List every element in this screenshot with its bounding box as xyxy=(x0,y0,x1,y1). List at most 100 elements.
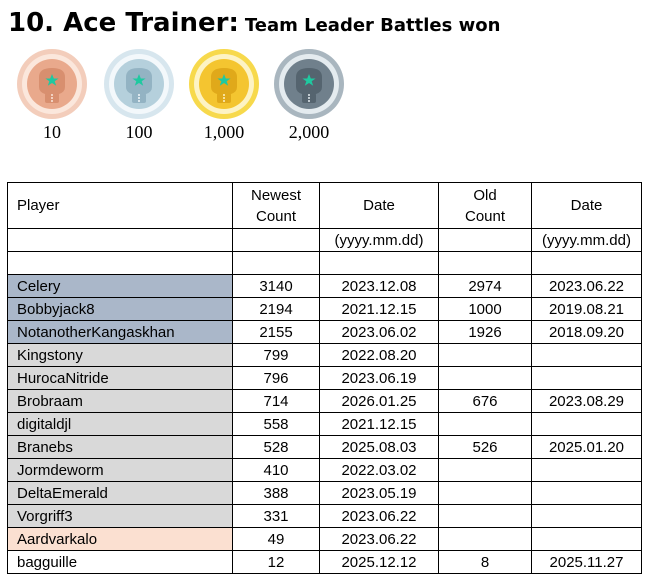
platinum-medal-icon xyxy=(273,48,345,120)
date-cell: 2023.06.19 xyxy=(319,366,439,390)
date-cell: 2023.06.22 xyxy=(319,504,439,528)
old-date-cell xyxy=(531,458,642,482)
table-row: bagguille 12 2025.12.12 8 2025.11.27 xyxy=(7,550,642,574)
old-date-cell xyxy=(531,504,642,528)
player-cell: HurocaNitride xyxy=(7,366,233,390)
date-cell: 2021.12.15 xyxy=(319,412,439,436)
header-newest-line2: Count xyxy=(255,207,297,225)
header-old-date: Date xyxy=(531,182,642,229)
format-row: (yyyy.mm.dd) (yyyy.mm.dd) xyxy=(7,228,642,252)
spacer-row xyxy=(7,251,642,275)
newest-count-cell: 558 xyxy=(232,412,320,436)
bronze-medal-icon xyxy=(16,48,88,120)
date-cell: 2022.03.02 xyxy=(319,458,439,482)
spacer-cell xyxy=(531,251,642,275)
old-count-cell xyxy=(438,366,532,390)
table-header-row: Player Newest Count Date Old Count Date xyxy=(7,182,642,229)
format-cell-empty xyxy=(232,228,320,252)
date-cell: 2025.12.12 xyxy=(319,550,439,574)
old-count-cell: 8 xyxy=(438,550,532,574)
player-cell: Branebs xyxy=(7,435,233,459)
header-old-line2: Count xyxy=(464,207,506,225)
table-row: Branebs 528 2025.08.03 526 2025.01.20 xyxy=(7,435,642,459)
title-main: 10. Ace Trainer: xyxy=(8,8,239,38)
newest-count-cell: 528 xyxy=(232,435,320,459)
player-cell: Aardvarkalo xyxy=(7,527,233,551)
date-format-note: (yyyy.mm.dd) xyxy=(319,228,439,252)
player-cell: Bobbyjack8 xyxy=(7,297,233,321)
spacer-cell xyxy=(319,251,439,275)
player-cell: Kingstony xyxy=(7,343,233,367)
table-row: Vorgriff3 331 2023.06.22 xyxy=(7,504,642,528)
bronze-medal-label: 10 xyxy=(43,122,61,142)
table-row: Brobraam 714 2026.01.25 676 2023.08.29 xyxy=(7,389,642,413)
header-newest-line1: Newest xyxy=(250,186,302,204)
old-date-cell: 2025.11.27 xyxy=(531,550,642,574)
newest-count-cell: 714 xyxy=(232,389,320,413)
page-title: 10. Ace Trainer: Team Leader Battles won xyxy=(8,8,500,38)
date-cell: 2022.08.20 xyxy=(319,343,439,367)
spacer-cell xyxy=(7,251,233,275)
player-cell: DeltaEmerald xyxy=(7,481,233,505)
old-date-cell: 2018.09.20 xyxy=(531,320,642,344)
old-count-cell xyxy=(438,481,532,505)
player-cell: Vorgriff3 xyxy=(7,504,233,528)
old-date-format-note: (yyyy.mm.dd) xyxy=(531,228,642,252)
date-cell: 2023.12.08 xyxy=(319,274,439,298)
player-cell: digitaldjl xyxy=(7,412,233,436)
old-date-cell xyxy=(531,481,642,505)
table-row: Kingstony 799 2022.08.20 xyxy=(7,343,642,367)
old-date-cell xyxy=(531,366,642,390)
newest-count-cell: 331 xyxy=(232,504,320,528)
player-cell: NotanotherKangaskhan xyxy=(7,320,233,344)
newest-count-cell: 3140 xyxy=(232,274,320,298)
newest-count-cell: 2155 xyxy=(232,320,320,344)
table-row: HurocaNitride 796 2023.06.19 xyxy=(7,366,642,390)
old-count-cell xyxy=(438,527,532,551)
format-cell-empty xyxy=(7,228,233,252)
newest-count-cell: 799 xyxy=(232,343,320,367)
old-date-cell: 2023.06.22 xyxy=(531,274,642,298)
header-newest-count: Newest Count xyxy=(232,182,320,229)
silver-medal-label: 100 xyxy=(125,122,153,142)
old-date-cell: 2019.08.21 xyxy=(531,297,642,321)
old-count-cell: 1000 xyxy=(438,297,532,321)
newest-count-cell: 410 xyxy=(232,458,320,482)
gold-medal-icon xyxy=(188,48,260,120)
newest-count-cell: 12 xyxy=(232,550,320,574)
old-date-cell: 2023.08.29 xyxy=(531,389,642,413)
header-date: Date xyxy=(319,182,439,229)
old-count-cell: 2974 xyxy=(438,274,532,298)
table-row: NotanotherKangaskhan 2155 2023.06.02 1926 20… xyxy=(7,320,642,344)
table-row: Jormdeworm 410 2022.03.02 xyxy=(7,458,642,482)
newest-count-cell: 796 xyxy=(232,366,320,390)
date-cell: 2026.01.25 xyxy=(319,389,439,413)
table-body: Celery 3140 2023.12.08 2974 2023.06.22 Bobbyj… xyxy=(7,274,642,574)
silver-medal-icon xyxy=(103,48,175,120)
table-row: Aardvarkalo 49 2023.06.22 xyxy=(7,527,642,551)
player-cell: Brobraam xyxy=(7,389,233,413)
header-old-line1: Old xyxy=(473,186,497,204)
date-cell: 2023.05.19 xyxy=(319,481,439,505)
old-count-cell: 676 xyxy=(438,389,532,413)
title-subtitle: Team Leader Battles won xyxy=(244,15,501,36)
header-old-count: Old Count xyxy=(438,182,532,229)
spacer-cell xyxy=(232,251,320,275)
old-count-cell xyxy=(438,343,532,367)
newest-count-cell: 2194 xyxy=(232,297,320,321)
old-count-cell: 526 xyxy=(438,435,532,459)
old-date-cell xyxy=(531,343,642,367)
old-count-cell xyxy=(438,412,532,436)
spacer-cell xyxy=(438,251,532,275)
format-cell-empty xyxy=(438,228,532,252)
old-count-cell: 1926 xyxy=(438,320,532,344)
table-row: digitaldjl 558 2021.12.15 xyxy=(7,412,642,436)
date-cell: 2021.12.15 xyxy=(319,297,439,321)
table-row: DeltaEmerald 388 2023.05.19 xyxy=(7,481,642,505)
platinum-medal-label: 2,000 xyxy=(288,122,330,142)
date-cell: 2025.08.03 xyxy=(319,435,439,459)
player-cell: Jormdeworm xyxy=(7,458,233,482)
player-cell: Celery xyxy=(7,274,233,298)
newest-count-cell: 49 xyxy=(232,527,320,551)
old-date-cell xyxy=(531,527,642,551)
